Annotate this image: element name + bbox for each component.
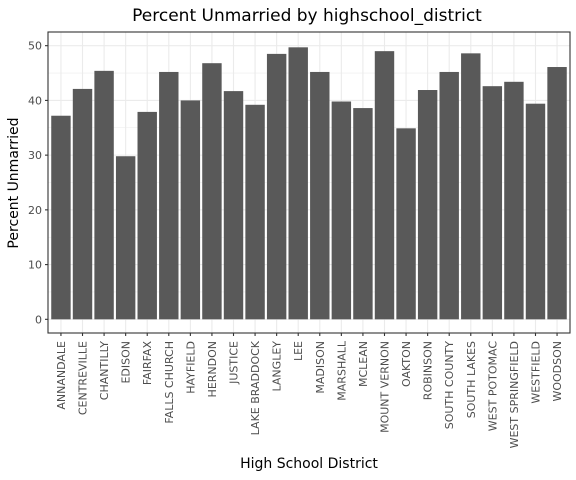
bar xyxy=(266,53,287,320)
x-tick-label: WOODSON xyxy=(551,341,564,402)
x-axis: ANNANDALE CENTREVILLE CHANTILLY EDISON FAIRF… xyxy=(55,333,564,448)
x-tick-label: MARSHALL xyxy=(335,340,348,401)
x-tick-label: SOUTH COUNTY xyxy=(443,341,456,430)
bar xyxy=(115,156,136,320)
x-tick-label: CHANTILLY xyxy=(98,341,111,400)
x-tick-label: FAIRFAX xyxy=(141,341,154,386)
x-tick-label: LAKE BRADDOCK xyxy=(249,340,262,435)
plot-border xyxy=(47,31,571,334)
bar xyxy=(353,108,373,320)
bar xyxy=(310,71,330,320)
bar xyxy=(94,70,114,320)
y-tick-label: 10 xyxy=(28,259,42,272)
bar xyxy=(504,81,524,320)
bar xyxy=(137,111,157,320)
chart-title: Percent Unmarried by highschool_district xyxy=(132,6,482,26)
bar xyxy=(461,53,481,320)
y-tick-label: 50 xyxy=(28,40,42,53)
y-axis-title: Percent Unmarried xyxy=(6,117,22,248)
x-tick-label: MOUNT VERNON xyxy=(378,341,391,433)
bar xyxy=(396,128,416,320)
bar xyxy=(180,100,201,320)
x-tick-label: JUSTICE xyxy=(228,341,241,385)
x-axis-title: High School District xyxy=(240,456,378,472)
bar xyxy=(331,101,352,320)
x-tick-label: HERNDON xyxy=(206,341,219,397)
bar xyxy=(547,67,567,320)
y-axis: 0 10 20 30 40 50 xyxy=(28,40,48,326)
y-tick-label: 30 xyxy=(28,149,42,162)
bar xyxy=(223,91,244,320)
x-tick-label: SOUTH LAKES xyxy=(465,341,478,418)
x-tick-label: LANGLEY xyxy=(271,341,284,392)
x-tick-label: FALLS CHURCH xyxy=(163,341,176,424)
bar xyxy=(374,51,395,320)
x-tick-label: MADISON xyxy=(314,341,327,394)
bar xyxy=(288,47,308,320)
bar xyxy=(417,90,438,320)
bar xyxy=(159,71,179,320)
y-tick-label: 20 xyxy=(28,204,42,217)
x-tick-label: WEST POTOMAC xyxy=(486,341,499,432)
x-tick-label: WESTFIELD xyxy=(529,341,542,404)
x-tick-label: CENTREVILLE xyxy=(77,341,90,415)
bar xyxy=(72,88,93,320)
x-tick-label: HAYFIELD xyxy=(184,341,197,394)
bar xyxy=(51,115,71,320)
bar xyxy=(525,103,546,320)
x-tick-label: LEE xyxy=(292,341,305,361)
bar xyxy=(202,63,222,320)
y-tick-label: 40 xyxy=(28,94,42,107)
x-tick-label: ANNANDALE xyxy=(55,341,68,410)
x-tick-label: MCLEAN xyxy=(357,341,370,387)
x-tick-label: ROBINSON xyxy=(422,341,435,400)
bar xyxy=(482,86,503,320)
x-tick-label: EDISON xyxy=(120,341,133,384)
bar xyxy=(245,104,265,320)
x-tick-label: OAKTON xyxy=(400,341,413,387)
bar xyxy=(439,71,459,320)
x-tick-label: WEST SPRINGFIELD xyxy=(508,341,521,448)
bars xyxy=(51,47,567,320)
y-tick-label: 0 xyxy=(35,313,42,326)
